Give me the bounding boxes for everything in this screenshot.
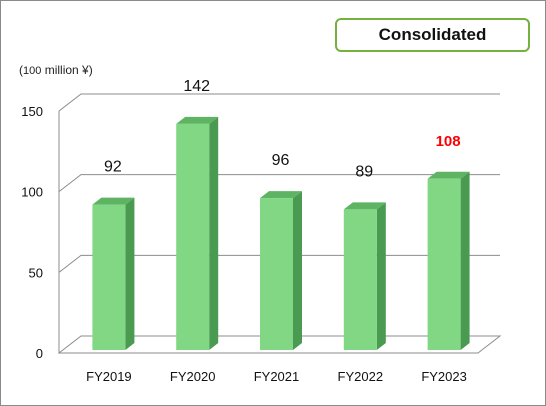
bar-side xyxy=(376,202,386,350)
chart-floor xyxy=(57,335,502,354)
y-tick-label: 100 xyxy=(21,185,43,200)
bar xyxy=(92,204,126,350)
data-label: 96 xyxy=(272,152,290,169)
category-label: FY2023 xyxy=(421,369,467,384)
data-label: 92 xyxy=(104,159,122,176)
bar xyxy=(427,178,461,350)
bar-top xyxy=(343,202,386,210)
bar-side xyxy=(293,191,302,350)
consolidated-badge: Consolidated xyxy=(335,18,530,52)
category-label: FY2022 xyxy=(338,369,384,384)
y-tick-label: 150 xyxy=(21,104,43,119)
bar-top xyxy=(260,191,302,199)
bar xyxy=(260,198,293,350)
unit-label: (100 million ¥) xyxy=(19,63,93,77)
y-tick-label: 0 xyxy=(36,346,43,361)
category-label: FY2019 xyxy=(86,369,132,384)
y-tick-label: 50 xyxy=(29,265,43,280)
bar-side xyxy=(125,197,135,350)
bar xyxy=(176,123,210,350)
bar-top xyxy=(92,197,135,205)
category-label: FY2020 xyxy=(170,369,216,384)
unit-number: 100 xyxy=(23,65,42,77)
unit-text: million ¥) xyxy=(41,63,93,77)
bar-side xyxy=(209,116,219,350)
data-label: 89 xyxy=(355,163,373,180)
consolidated-badge-label: Consolidated xyxy=(378,25,487,44)
category-label: FY2021 xyxy=(254,369,300,384)
data-label: 108 xyxy=(436,133,461,150)
data-label: 142 xyxy=(183,78,210,95)
gridline xyxy=(58,93,500,112)
bar-side xyxy=(460,171,470,350)
gridline xyxy=(58,174,500,193)
unit-prefix: ( xyxy=(19,63,23,77)
bar-top xyxy=(427,171,470,179)
bar-top xyxy=(176,116,219,124)
bar xyxy=(343,209,377,350)
